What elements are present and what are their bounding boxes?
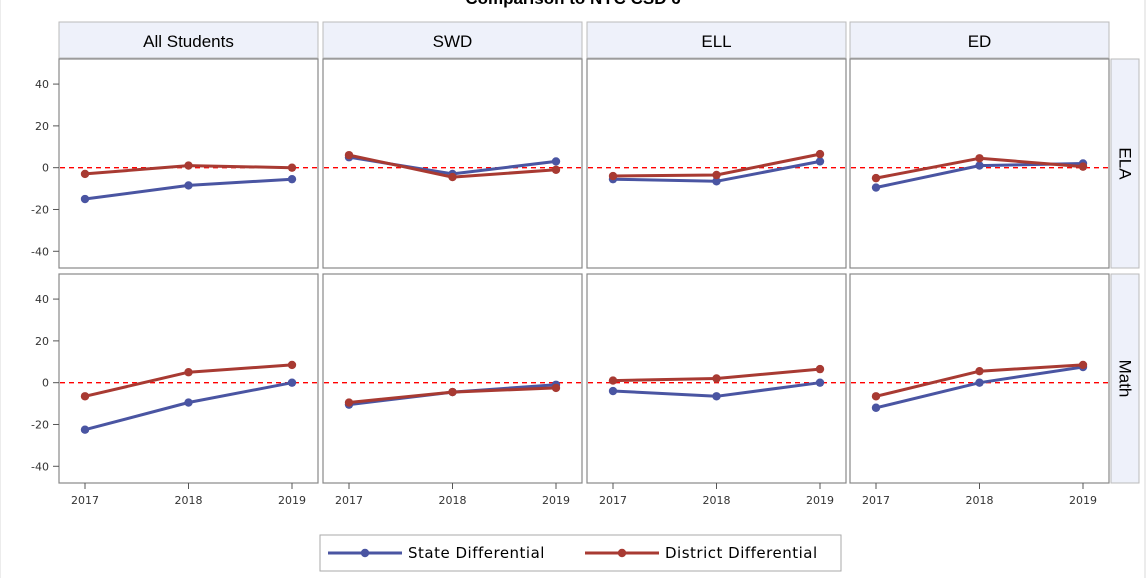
data-point-district-differential-2019 — [551, 383, 561, 393]
column-strip-label-all-students: All Students — [143, 32, 234, 51]
data-point-state-differential-2018 — [184, 181, 193, 190]
x-tick-label-2019: 2019 — [278, 494, 306, 507]
data-point-district-differential-2018 — [712, 170, 721, 180]
data-point-district-differential-2018 — [184, 161, 193, 170]
data-point-district-differential-2019 — [287, 360, 297, 370]
x-tick-label-2018: 2018 — [439, 494, 467, 507]
data-point-district-differential-2017 — [608, 171, 618, 181]
data-point-district-differential-2019 — [1078, 360, 1088, 370]
y-tick-label: 0 — [42, 162, 49, 175]
data-point-state-differential-2018 — [712, 392, 721, 401]
column-strip-all-students — [58, 21, 319, 59]
y-tick-label: -40 — [31, 245, 49, 258]
data-point-state-differential-2019 — [815, 157, 825, 166]
panel-ela-ed — [849, 58, 1110, 269]
data-point-district-differential-2018 — [448, 172, 457, 182]
y-tick-label: -20 — [31, 203, 49, 216]
data-point-district-differential-2018 — [184, 368, 193, 377]
data-point-district-differential-2019 — [1078, 162, 1088, 171]
data-point-state-differential-2017 — [80, 194, 90, 204]
x-tick-label-2019: 2019 — [542, 494, 570, 507]
data-point-district-differential-2017 — [871, 173, 881, 183]
legend-frame — [319, 534, 842, 572]
column-strip-ell — [586, 21, 847, 59]
panel-grid: All Students SWD ELL ED ELA Math -40 -20 0 20 40 -4… — [31, 21, 1140, 507]
y-tick-label: 0 — [42, 377, 49, 390]
legend-swatch-marker-state-differential — [360, 548, 370, 558]
data-point-state-differential-2017 — [871, 403, 881, 412]
column-strip-swd — [322, 21, 583, 59]
column-strip-label-ed: ED — [968, 32, 992, 51]
data-point-state-differential-2018 — [712, 177, 721, 186]
row-strip-ela — [1110, 58, 1140, 269]
data-point-district-differential-2019 — [551, 165, 561, 174]
data-point-state-differential-2018 — [975, 378, 984, 387]
row-strip-label-math: Math — [1116, 360, 1135, 398]
x-tick-label-2017: 2017 — [862, 494, 890, 507]
data-point-state-differential-2018 — [975, 161, 984, 170]
data-point-district-differential-2017 — [80, 392, 90, 401]
x-tick-label-2019: 2019 — [806, 494, 834, 507]
x-tick-label-2018: 2018 — [175, 494, 203, 507]
data-point-district-differential-2018 — [975, 154, 984, 163]
y-tick-label: -20 — [31, 418, 49, 431]
legend: State Differential District Differential — [319, 534, 842, 572]
y-tick-label: 20 — [35, 335, 49, 348]
x-tick-label-2017: 2017 — [335, 494, 363, 507]
x-tick-label-2018: 2018 — [966, 494, 994, 507]
data-point-district-differential-2017 — [80, 169, 90, 179]
row-strip-math — [1110, 273, 1140, 484]
column-strip-label-ell: ELL — [701, 32, 731, 51]
panel-frame — [58, 273, 319, 484]
data-point-district-differential-2019 — [815, 364, 825, 374]
x-tick-label-2018: 2018 — [703, 494, 731, 507]
panel-ela-swd — [322, 58, 583, 269]
chart-title: Comparison to NYC CSD 6 — [465, 0, 680, 8]
row-strip-label-ela: ELA — [1116, 147, 1135, 180]
panel-ela-ell — [586, 58, 847, 269]
panel-math-ed — [849, 273, 1110, 484]
data-point-state-differential-2018 — [184, 398, 193, 407]
column-strip-label-swd: SWD — [433, 32, 473, 51]
data-point-state-differential-2017 — [608, 386, 618, 396]
data-point-district-differential-2019 — [815, 149, 825, 159]
legend-label-state-differential: State Differential — [408, 544, 545, 562]
panel-math-all-students — [58, 273, 319, 484]
panel-math-ell — [586, 273, 847, 484]
panel-ela-all-students — [58, 58, 319, 269]
data-point-state-differential-2019 — [287, 174, 297, 184]
y-tick-label: 40 — [35, 78, 49, 91]
column-strip-ed — [849, 21, 1110, 59]
data-point-district-differential-2018 — [975, 366, 984, 376]
y-tick-label: 40 — [35, 293, 49, 306]
data-point-state-differential-2019 — [815, 378, 825, 387]
y-tick-label: -40 — [31, 460, 49, 473]
legend-label-district-differential: District Differential — [665, 544, 818, 562]
panel-frame — [322, 273, 583, 484]
data-point-district-differential-2018 — [712, 374, 721, 383]
data-point-state-differential-2019 — [551, 157, 561, 166]
data-point-district-differential-2018 — [448, 387, 457, 397]
y-tick-label: 20 — [35, 120, 49, 133]
data-point-state-differential-2017 — [80, 425, 90, 434]
data-point-state-differential-2019 — [287, 378, 297, 387]
data-point-district-differential-2017 — [344, 398, 354, 407]
x-tick-label-2017: 2017 — [71, 494, 99, 507]
data-point-district-differential-2017 — [344, 150, 354, 160]
x-tick-label-2017: 2017 — [599, 494, 627, 507]
data-point-state-differential-2017 — [871, 183, 881, 192]
x-tick-label-2019: 2019 — [1069, 494, 1097, 507]
legend-swatch-marker-district-differential — [617, 548, 627, 558]
data-point-district-differential-2017 — [871, 392, 881, 401]
data-point-district-differential-2017 — [608, 376, 618, 385]
panel-math-swd — [322, 273, 583, 484]
data-point-district-differential-2019 — [287, 163, 297, 172]
